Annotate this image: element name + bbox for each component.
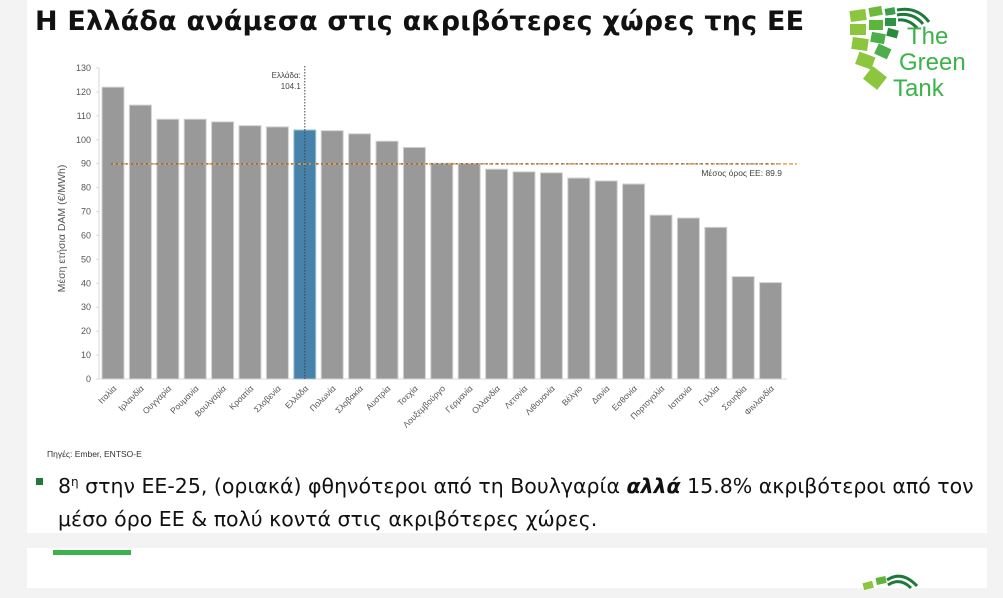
bullet-text-part1: στην ΕΕ-25, (οριακά) φθηνότεροι από τη Β… [78,474,627,498]
bar [183,118,207,380]
slide-title: Η Ελλάδα ανάμεσα στις ακριβότερες χώρες … [35,6,805,37]
y-tick-label: 30 [81,302,91,312]
bar [402,146,426,380]
bar [211,121,235,380]
x-tick-label: Σλοβενία [252,383,283,414]
bar [567,177,591,380]
x-tick-label: Δανία [589,383,611,405]
y-tick-label: 80 [81,183,91,193]
bar [238,125,262,380]
bullet-emphasis: αλλά [626,474,681,498]
y-axis-label: Μέση ετήσια DAM (€/MWh) [56,165,68,293]
bar [704,226,728,380]
y-tick-label: 40 [81,278,91,288]
rank-suffix: η [71,475,79,489]
chart-canvas: 0 10 20 30 40 50 60 70 80 90 100 110 120 130 Μέση ετήσ… [56,63,797,430]
greece-marker-value: 104.1 [281,82,302,91]
x-tick-label: Ιταλία [96,383,118,405]
x-tick-label: Ισπανία [666,383,694,411]
x-tick-label: Αυστρία [364,383,393,412]
slide: Η Ελλάδα ανάμεσα στις ακριβότερες χώρες … [27,0,987,533]
bar [375,140,399,380]
eu-average-label: Μέσος όρος ΕΕ: 89.9 [701,168,782,178]
x-tick-label: Σλοβακία [333,383,365,415]
x-tick-label: Λιθουανία [523,383,557,417]
bar [731,276,755,380]
y-tick-label: 90 [81,159,91,169]
logo-arc-icon [849,5,931,90]
bar [320,130,344,380]
bar [430,162,454,380]
x-tick-label: Ολλανδία [470,383,502,415]
bar [457,162,481,380]
accent-bar [53,550,131,555]
bar [293,129,317,380]
bullet-text: 8η στην ΕΕ-25, (οριακά) φθηνότεροι από τ… [58,466,975,536]
bar [539,172,563,380]
x-tick-label: Φινλανδία [742,383,776,417]
y-tick-label: 60 [81,230,91,240]
bar [101,86,125,380]
bar [594,180,618,380]
logo-text-the: The [907,23,948,50]
bar [265,126,289,380]
y-tick-label: 10 [81,350,91,360]
bar-chart: 0 10 20 30 40 50 60 70 80 90 100 110 120 130 Μέση ετήσ… [27,0,987,470]
y-tick-label: 20 [81,326,91,336]
y-tick-label: 110 [77,111,91,121]
bar [649,214,673,380]
source-note: Πηγές: Ember, ENTSO-E [47,449,142,459]
rank-number: 8 [58,474,72,498]
x-tick-label: Ελλάδα [283,383,310,410]
bar [759,282,783,380]
x-tick-label: Ουγγαρία [140,383,173,416]
logo-text-tank: Tank [893,75,945,102]
next-slide-preview [27,548,987,591]
bullet-text-part2: 15.8% ακριβότεροι από τον μέσο όρο ΕΕ & … [58,474,974,531]
greece-marker-label: Ελλάδα: [272,71,301,80]
y-tick-label: 0 [86,374,91,384]
y-tick-label: 50 [81,254,91,264]
bullet-marker-icon [36,478,43,485]
y-tick-label: 120 [76,87,91,97]
bullet-point: 8η στην ΕΕ-25, (οριακά) φθηνότεροι από τ… [35,466,975,536]
y-tick-label: 70 [81,207,91,217]
bar [156,118,180,380]
logo-text-green: Green [899,49,966,76]
x-tick-label: Βέλγιο [560,383,585,408]
y-tick-label: 130 [76,63,91,73]
bar [485,168,509,380]
green-tank-logo-partial [862,574,919,591]
green-tank-logo: The Green Tank [849,5,966,102]
x-tick-label: Τσεχία [395,383,419,407]
y-tick-label: 100 [76,135,91,145]
x-tick-label: Γαλλία [697,383,722,408]
bar [676,217,700,380]
bar [128,104,152,380]
bar [512,171,536,380]
bar [622,183,646,380]
bar [348,133,372,380]
